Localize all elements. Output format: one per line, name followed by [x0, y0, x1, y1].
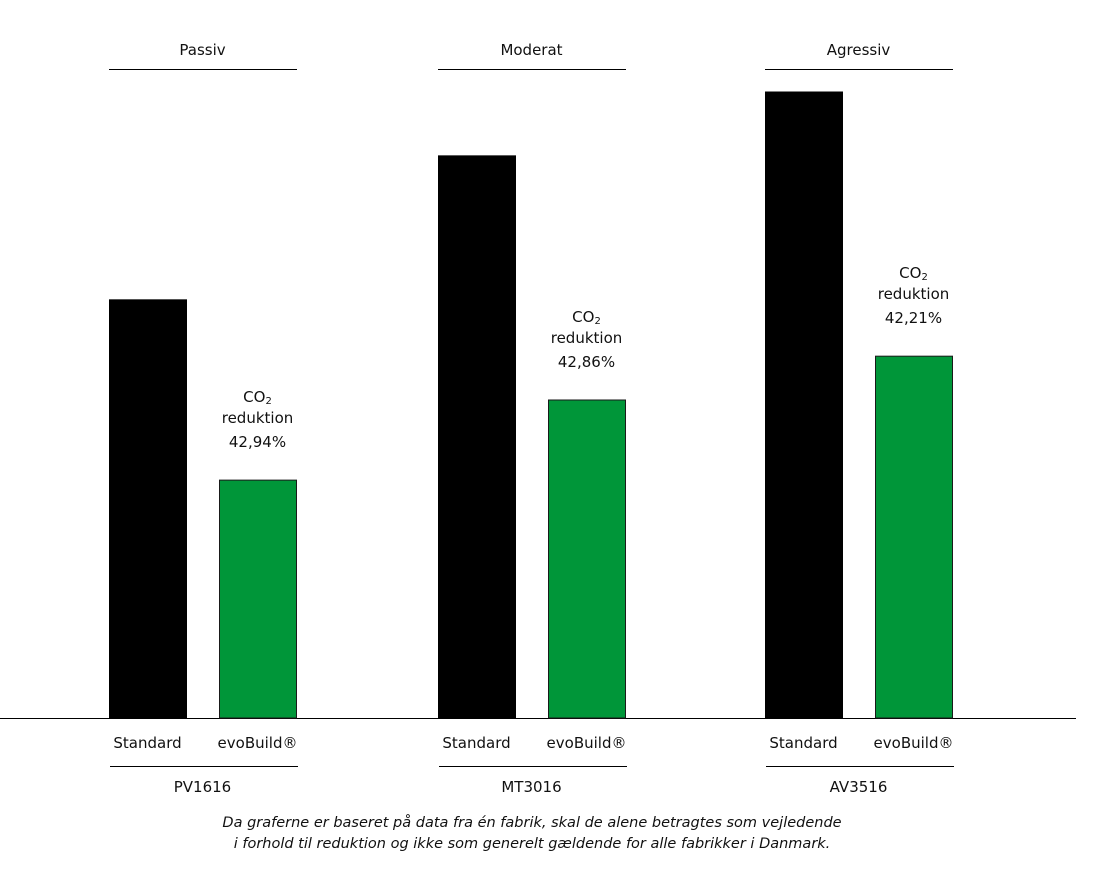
co2-subscript: 2: [594, 316, 600, 327]
co2-text: CO: [899, 264, 921, 282]
footnote-line-2: i forhold til reduktion og ikke som gene…: [234, 836, 831, 852]
bar-standard: [109, 299, 187, 719]
category-label-standard: Standard: [113, 734, 181, 752]
product-label: PV1616: [174, 778, 231, 796]
group-title: Agressiv: [827, 41, 891, 59]
annotation-reduktion: reduktion: [878, 285, 950, 303]
annotation-percent: 42,21%: [885, 309, 942, 327]
product-label: MT3016: [501, 778, 561, 796]
co2-subscript: 2: [921, 272, 927, 283]
bar-evobuild: [548, 399, 626, 719]
category-label-evobuild: evoBuild®: [218, 734, 298, 752]
bar-standard: [438, 155, 516, 719]
bar-evobuild: [219, 479, 297, 719]
annotation-reduktion: reduktion: [222, 409, 294, 427]
annotation-co2: CO2: [899, 264, 928, 283]
group-title: Moderat: [500, 41, 562, 59]
annotation-co2: CO2: [243, 388, 272, 407]
annotation-percent: 42,86%: [558, 353, 615, 371]
co2-text: CO: [243, 388, 265, 406]
annotation-reduktion: reduktion: [551, 329, 623, 347]
category-label-standard: Standard: [769, 734, 837, 752]
product-label: AV3516: [830, 778, 888, 796]
category-label-evobuild: evoBuild®: [547, 734, 627, 752]
bar-standard: [765, 91, 843, 719]
category-label-standard: Standard: [442, 734, 510, 752]
co2-text: CO: [572, 308, 594, 326]
group-title: Passiv: [179, 41, 225, 59]
footnote-line-1: Da graferne er baseret på data fra én fa…: [222, 814, 841, 831]
annotation-co2: CO2: [572, 308, 601, 327]
co2-subscript: 2: [265, 396, 271, 407]
annotation-percent: 42,94%: [229, 433, 286, 451]
category-label-evobuild: evoBuild®: [874, 734, 954, 752]
bar-evobuild: [875, 355, 953, 719]
